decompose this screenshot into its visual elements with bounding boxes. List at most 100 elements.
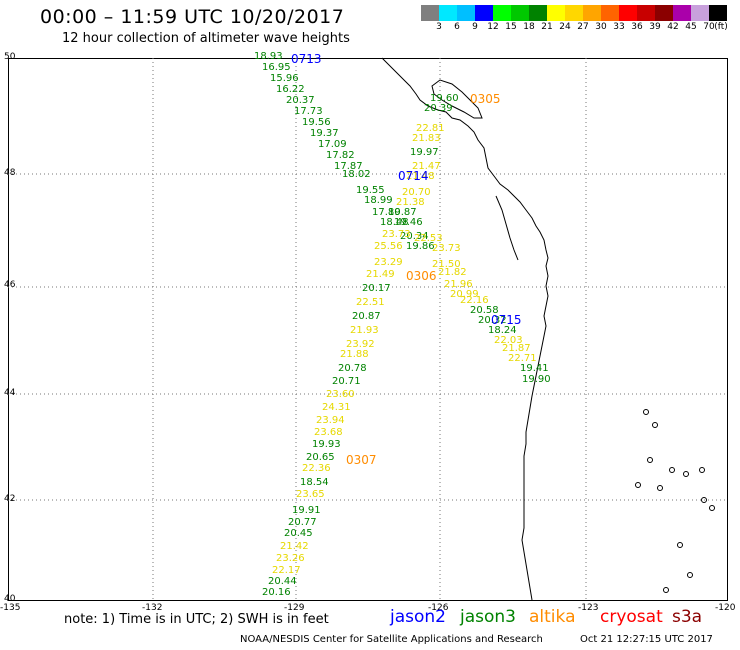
wave-height-reading: 20.58 <box>470 305 499 316</box>
color-swatch <box>691 5 709 21</box>
wave-height-reading: 20.17 <box>362 283 391 294</box>
wave-height-reading: 21.49 <box>366 269 395 280</box>
color-scale-tick: 3 <box>436 22 442 32</box>
color-scale-tick: 36 <box>631 22 643 32</box>
wave-height-reading: 20.78 <box>338 363 367 374</box>
island-outline <box>431 79 483 119</box>
color-swatch <box>493 5 511 21</box>
wave-height-reading: 18.24 <box>488 325 517 336</box>
lat-label: 44 <box>4 388 16 398</box>
color-swatch <box>637 5 655 21</box>
wave-height-reading: 18.99 <box>364 195 393 206</box>
wave-height-reading: 23.26 <box>276 553 305 564</box>
pass-label: 0713 <box>291 52 322 66</box>
color-scale-tick: 30 <box>595 22 607 32</box>
coastline <box>381 57 549 601</box>
wave-height-reading: 23.68 <box>314 427 343 438</box>
wave-height-reading: 19.60 <box>430 93 459 104</box>
color-swatch <box>673 5 691 21</box>
wave-height-reading: 22.36 <box>302 463 331 474</box>
satellite-legend-s3a: s3a <box>672 607 703 627</box>
wave-height-reading: 21.42 <box>280 541 309 552</box>
wave-height-reading: 18.48 <box>380 217 409 228</box>
wave-height-reading: 22.81 <box>416 123 445 134</box>
wave-height-reading: 21.82 <box>438 267 467 278</box>
color-scale-tick: 24 <box>559 22 571 32</box>
wave-height-reading: 19.87 <box>388 207 417 218</box>
wave-height-reading: 20.32 <box>478 315 507 326</box>
wave-height-reading: 19.37 <box>310 128 339 139</box>
color-scale-tick: 6 <box>454 22 460 32</box>
wave-height-reading: 20.65 <box>306 452 335 463</box>
wave-height-reading: 21.83 <box>412 133 441 144</box>
wave-height-reading: 17.09 <box>318 139 347 150</box>
color-scale-tick: 18 <box>523 22 535 32</box>
wave-height-reading: 25.56 <box>374 241 403 252</box>
wave-height-reading: 19.97 <box>410 147 439 158</box>
wave-height-reading: 16.22 <box>276 84 305 95</box>
color-swatch <box>529 5 547 21</box>
wave-height-reading: 19.91 <box>292 505 321 516</box>
island-outline <box>699 467 705 473</box>
lon-label: -135 <box>0 603 21 613</box>
pass-label: 0715 <box>491 313 522 327</box>
color-scale-tick: 70 <box>703 22 715 32</box>
wave-height-reading: 23.60 <box>326 389 355 400</box>
wave-height-reading: 16.95 <box>262 62 291 73</box>
color-scale-tick: 15 <box>505 22 517 32</box>
color-swatch <box>475 5 493 21</box>
lat-label: 48 <box>4 168 16 178</box>
color-swatch <box>421 5 439 21</box>
wave-height-reading: 17.82 <box>326 150 355 161</box>
wave-height-reading: 24.31 <box>322 402 351 413</box>
island-outline <box>657 485 663 491</box>
lon-label: -120 <box>715 603 736 613</box>
lat-label: 50 <box>4 52 16 62</box>
wave-height-reading: 17.80 <box>372 207 401 218</box>
pass-label: 0307 <box>346 453 377 467</box>
color-scale-bar <box>421 5 727 21</box>
color-scale-tick: 9 <box>472 22 478 32</box>
color-scale-tick: 45 <box>685 22 697 32</box>
color-scale-unit: (ft) <box>714 22 728 32</box>
wave-height-reading: 19.55 <box>356 185 385 196</box>
color-swatch <box>709 5 727 21</box>
wave-height-reading: 20.16 <box>262 587 291 598</box>
satellite-legend-altika: altika <box>529 607 576 627</box>
color-scale-tick: 33 <box>613 22 625 32</box>
wave-height-reading: 19.56 <box>302 117 331 128</box>
color-swatch <box>601 5 619 21</box>
color-swatch <box>457 5 475 21</box>
wave-height-reading: 23.73 <box>432 243 461 254</box>
wave-height-reading: 22.16 <box>460 295 489 306</box>
wave-height-reading: 21.47 <box>412 161 441 172</box>
color-swatch <box>511 5 529 21</box>
color-swatch <box>655 5 673 21</box>
wave-height-reading: 19.93 <box>312 439 341 450</box>
wave-height-reading: 22.17 <box>272 565 301 576</box>
island-outline <box>635 482 641 488</box>
wave-height-reading: 23.94 <box>316 415 345 426</box>
wave-height-reading: 20.71 <box>332 376 361 387</box>
map-subtitle: 12 hour collection of altimeter wave hei… <box>62 31 350 46</box>
color-scale-tick: 39 <box>649 22 661 32</box>
island-outline <box>652 422 658 428</box>
island-outline <box>647 457 653 463</box>
pass-label: 0305 <box>470 92 501 106</box>
island-outline <box>663 587 669 593</box>
lon-label: -126 <box>428 603 449 613</box>
wave-height-reading: 20.45 <box>284 528 313 539</box>
color-scale-tick: 12 <box>487 22 499 32</box>
island-outline <box>677 542 683 548</box>
wave-height-reading: 22.53 <box>414 233 443 244</box>
map-frame <box>8 58 728 601</box>
satellite-legend-jason3: jason3 <box>460 607 516 627</box>
wave-height-reading: 23.29 <box>374 257 403 268</box>
wave-height-reading: 20.99 <box>450 289 479 300</box>
wave-height-reading: 19.46 <box>394 217 423 228</box>
wave-height-reading: 21.50 <box>432 259 461 270</box>
color-scale-tick: 21 <box>541 22 553 32</box>
wave-height-reading: 21.88 <box>340 349 369 360</box>
wave-height-reading: 21.48 <box>406 171 435 182</box>
